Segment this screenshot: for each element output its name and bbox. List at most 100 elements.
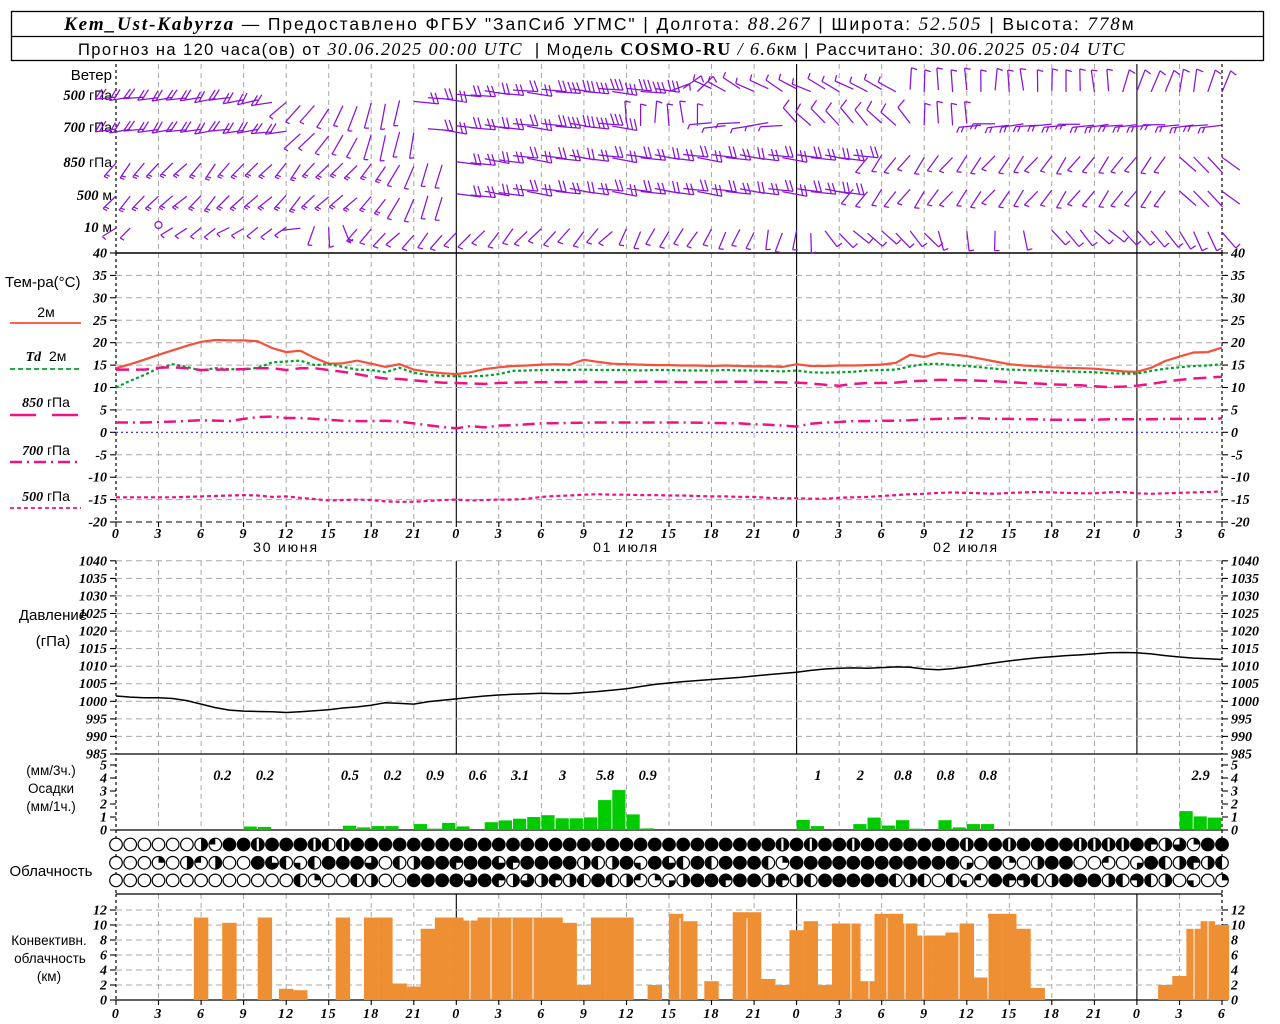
svg-text:0: 0: [452, 1007, 460, 1022]
svg-text:700 гПа: 700 гПа: [22, 442, 70, 459]
svg-text:2м: 2м: [37, 304, 54, 320]
svg-text:18: 18: [363, 527, 379, 542]
svg-text:1030: 1030: [1231, 589, 1259, 604]
svg-text:6: 6: [197, 1007, 205, 1022]
svg-text:1020: 1020: [1231, 625, 1259, 640]
svg-text:40: 40: [92, 247, 107, 262]
svg-text:3: 3: [494, 527, 503, 542]
svg-text:1020: 1020: [79, 625, 107, 640]
svg-text:(км): (км): [37, 969, 61, 984]
svg-text:8: 8: [1231, 934, 1238, 949]
svg-text:3: 3: [153, 527, 162, 542]
svg-text:0: 0: [112, 527, 120, 542]
svg-text:990: 990: [86, 730, 107, 745]
svg-text:01 июля: 01 июля: [593, 539, 659, 555]
svg-text:1015: 1015: [1231, 642, 1259, 657]
svg-text:18: 18: [703, 1007, 719, 1022]
svg-text:20: 20: [92, 336, 107, 351]
svg-text:10: 10: [93, 381, 107, 396]
svg-text:3: 3: [558, 768, 566, 784]
svg-text:1035: 1035: [1231, 572, 1259, 587]
svg-text:3: 3: [99, 785, 107, 800]
svg-text:9: 9: [920, 527, 928, 542]
svg-text:1040: 1040: [79, 554, 107, 569]
svg-text:-10: -10: [1231, 471, 1250, 486]
svg-text:3: 3: [153, 1007, 162, 1022]
svg-text:9: 9: [920, 1007, 928, 1022]
svg-text:0.9: 0.9: [639, 768, 657, 784]
svg-text:12: 12: [278, 527, 294, 542]
svg-text:30: 30: [92, 291, 107, 306]
svg-text:1005: 1005: [1231, 677, 1259, 692]
svg-text:Конвективн.: Конвективн.: [11, 933, 87, 948]
svg-text:3: 3: [834, 1007, 843, 1022]
svg-text:1025: 1025: [1231, 607, 1259, 622]
svg-text:(гПа): (гПа): [36, 633, 71, 650]
svg-text:3: 3: [1174, 527, 1183, 542]
svg-text:0: 0: [100, 824, 107, 839]
svg-text:4: 4: [99, 964, 107, 979]
svg-text:Осадки: Осадки: [28, 781, 74, 796]
svg-text:0: 0: [1231, 426, 1238, 441]
svg-text:15: 15: [1001, 1007, 1017, 1022]
svg-text:21: 21: [1085, 527, 1102, 542]
svg-text:0: 0: [1231, 824, 1238, 839]
svg-text:21: 21: [405, 1007, 422, 1022]
svg-text:500 м: 500 м: [77, 187, 112, 204]
svg-text:3: 3: [1174, 1007, 1183, 1022]
svg-text:15: 15: [320, 527, 336, 542]
svg-text:1: 1: [814, 768, 821, 784]
svg-text:10 м: 10 м: [84, 219, 112, 236]
svg-text:0: 0: [793, 1007, 801, 1022]
svg-text:0: 0: [100, 994, 107, 1009]
svg-text:21: 21: [1085, 1007, 1102, 1022]
svg-text:1040: 1040: [1231, 554, 1259, 569]
svg-text:990: 990: [1231, 730, 1252, 745]
svg-text:0.6: 0.6: [469, 768, 488, 784]
svg-text:15: 15: [320, 1007, 336, 1022]
svg-text:0.5: 0.5: [341, 768, 359, 784]
svg-text:5: 5: [100, 403, 107, 418]
svg-text:6: 6: [878, 527, 886, 542]
svg-text:9: 9: [240, 527, 248, 542]
svg-text:18: 18: [1044, 1007, 1060, 1022]
svg-text:30 июня: 30 июня: [253, 539, 319, 555]
svg-text:1000: 1000: [79, 695, 107, 710]
svg-text:1: 1: [1231, 811, 1238, 826]
svg-text:12: 12: [618, 527, 634, 542]
svg-text:6: 6: [1218, 527, 1226, 542]
svg-text:6: 6: [1231, 949, 1238, 964]
svg-text:2: 2: [856, 768, 864, 784]
svg-text:3: 3: [834, 527, 843, 542]
svg-text:-15: -15: [88, 493, 107, 508]
svg-text:1025: 1025: [79, 607, 107, 622]
svg-text:-20: -20: [1231, 516, 1250, 531]
svg-text:2: 2: [1230, 979, 1238, 994]
svg-text:6: 6: [100, 949, 107, 964]
svg-text:15: 15: [1231, 359, 1245, 374]
svg-text:Kem_Ust-Kabyrza — Предоставлен: Kem_Ust-Kabyrza — Предоставлено ФГБУ "За…: [63, 14, 1136, 35]
svg-text:21: 21: [745, 527, 762, 542]
svg-text:10: 10: [1231, 381, 1245, 396]
svg-text:850 гПа: 850 гПа: [63, 154, 112, 171]
svg-text:6: 6: [537, 1007, 545, 1022]
svg-text:2: 2: [99, 979, 107, 994]
svg-text:0: 0: [100, 426, 107, 441]
svg-text:0.2: 0.2: [256, 768, 274, 784]
svg-text:Тем-ра(°C): Тем-ра(°C): [5, 274, 80, 291]
svg-text:Давление: Давление: [19, 607, 87, 624]
svg-text:18: 18: [1044, 527, 1060, 542]
svg-text:15: 15: [1001, 527, 1017, 542]
svg-text:-10: -10: [88, 471, 107, 486]
svg-text:2: 2: [99, 798, 107, 813]
svg-text:02 июля: 02 июля: [933, 539, 999, 555]
svg-text:(мм/1ч.): (мм/1ч.): [26, 799, 76, 814]
svg-text:3: 3: [494, 1007, 503, 1022]
svg-text:20: 20: [1230, 336, 1245, 351]
svg-text:5: 5: [1231, 403, 1238, 418]
svg-text:0.8: 0.8: [979, 768, 998, 784]
svg-text:1000: 1000: [1231, 695, 1259, 710]
svg-text:12: 12: [1231, 904, 1245, 919]
svg-text:12: 12: [278, 1007, 294, 1022]
svg-text:Прогноз на 120 часа(ов) от 30.: Прогноз на 120 часа(ов) от 30.06.2025 00…: [78, 39, 1126, 59]
